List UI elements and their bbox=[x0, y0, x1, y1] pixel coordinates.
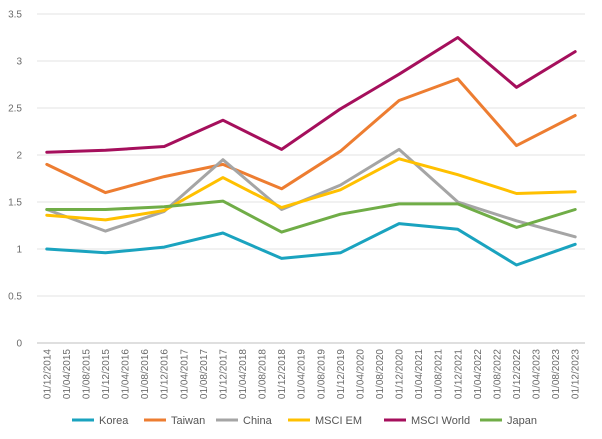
x-tick-label: 01/12/2018 bbox=[277, 349, 288, 399]
legend-label-msci-world: MSCI World bbox=[411, 415, 470, 427]
x-tick-label: 01/12/2023 bbox=[571, 349, 582, 399]
legend-label-china: China bbox=[243, 415, 273, 427]
y-tick-label: 3.5 bbox=[8, 10, 22, 21]
x-tick-label: 01/04/2021 bbox=[414, 349, 425, 399]
x-tick-label: 01/08/2018 bbox=[258, 349, 269, 399]
y-axis-tick-labels: 0 0.5 1 1.5 2 2.5 3 3.5 bbox=[8, 10, 22, 350]
y-tick-label: 1.5 bbox=[8, 198, 22, 209]
x-tick-label: 01/04/2015 bbox=[62, 349, 73, 399]
x-tick-label: 01/08/2019 bbox=[316, 349, 327, 399]
y-tick-label: 3 bbox=[16, 57, 22, 68]
x-tick-label: 01/04/2023 bbox=[532, 349, 543, 399]
y-tick-label: 2 bbox=[16, 151, 22, 162]
x-tick-label: 01/12/2019 bbox=[336, 349, 347, 399]
x-tick-label: 01/08/2020 bbox=[375, 349, 386, 399]
x-tick-label: 01/12/2021 bbox=[453, 349, 464, 399]
series-line-japan bbox=[45, 199, 577, 234]
gridlines bbox=[37, 13, 585, 344]
x-tick-label: 01/04/2017 bbox=[179, 349, 190, 399]
x-tick-label: 01/04/2020 bbox=[355, 349, 366, 399]
y-tick-label: 0.5 bbox=[8, 292, 22, 303]
x-tick-label: 01/12/2016 bbox=[160, 349, 171, 399]
x-tick-label: 01/04/2019 bbox=[297, 349, 308, 399]
y-tick-label: 1 bbox=[16, 245, 22, 256]
x-tick-label: 01/08/2016 bbox=[140, 349, 151, 399]
x-tick-label: 01/04/2018 bbox=[238, 349, 249, 399]
x-tick-label: 01/12/2017 bbox=[218, 349, 229, 399]
x-tick-label: 01/04/2016 bbox=[121, 349, 132, 399]
x-tick-label: 01/12/2015 bbox=[101, 349, 112, 399]
y-tick-label: 0 bbox=[16, 339, 22, 350]
legend-label-japan: Japan bbox=[507, 415, 537, 427]
x-tick-label: 01/08/2015 bbox=[81, 349, 92, 399]
x-tick-label: 01/08/2022 bbox=[492, 349, 503, 399]
x-tick-label: 01/08/2017 bbox=[199, 349, 210, 399]
x-tick-label: 01/08/2021 bbox=[434, 349, 445, 399]
series-line-msci-em bbox=[45, 157, 577, 222]
x-tick-label: 01/12/2020 bbox=[395, 349, 406, 399]
legend-label-taiwan: Taiwan bbox=[171, 415, 205, 427]
series-line-msci-world bbox=[45, 36, 577, 154]
series-line-korea bbox=[45, 222, 577, 267]
x-tick-label: 01/12/2022 bbox=[512, 349, 523, 399]
legend-label-msci-em: MSCI EM bbox=[315, 415, 362, 427]
x-tick-label: 01/04/2022 bbox=[473, 349, 484, 399]
x-tick-label: 01/12/2014 bbox=[42, 349, 53, 399]
series-lines bbox=[45, 36, 577, 267]
series-line-taiwan bbox=[45, 77, 577, 195]
y-tick-label: 2.5 bbox=[8, 104, 22, 115]
legend: Korea Taiwan China MSCI EM MSCI World Japan bbox=[72, 415, 537, 427]
x-axis-tick-labels: 01/12/2014 01/04/2015 01/08/2015 01/12/2015… bbox=[42, 349, 581, 399]
x-tick-label: 01/08/2023 bbox=[551, 349, 562, 399]
legend-label-korea: Korea bbox=[99, 415, 129, 427]
